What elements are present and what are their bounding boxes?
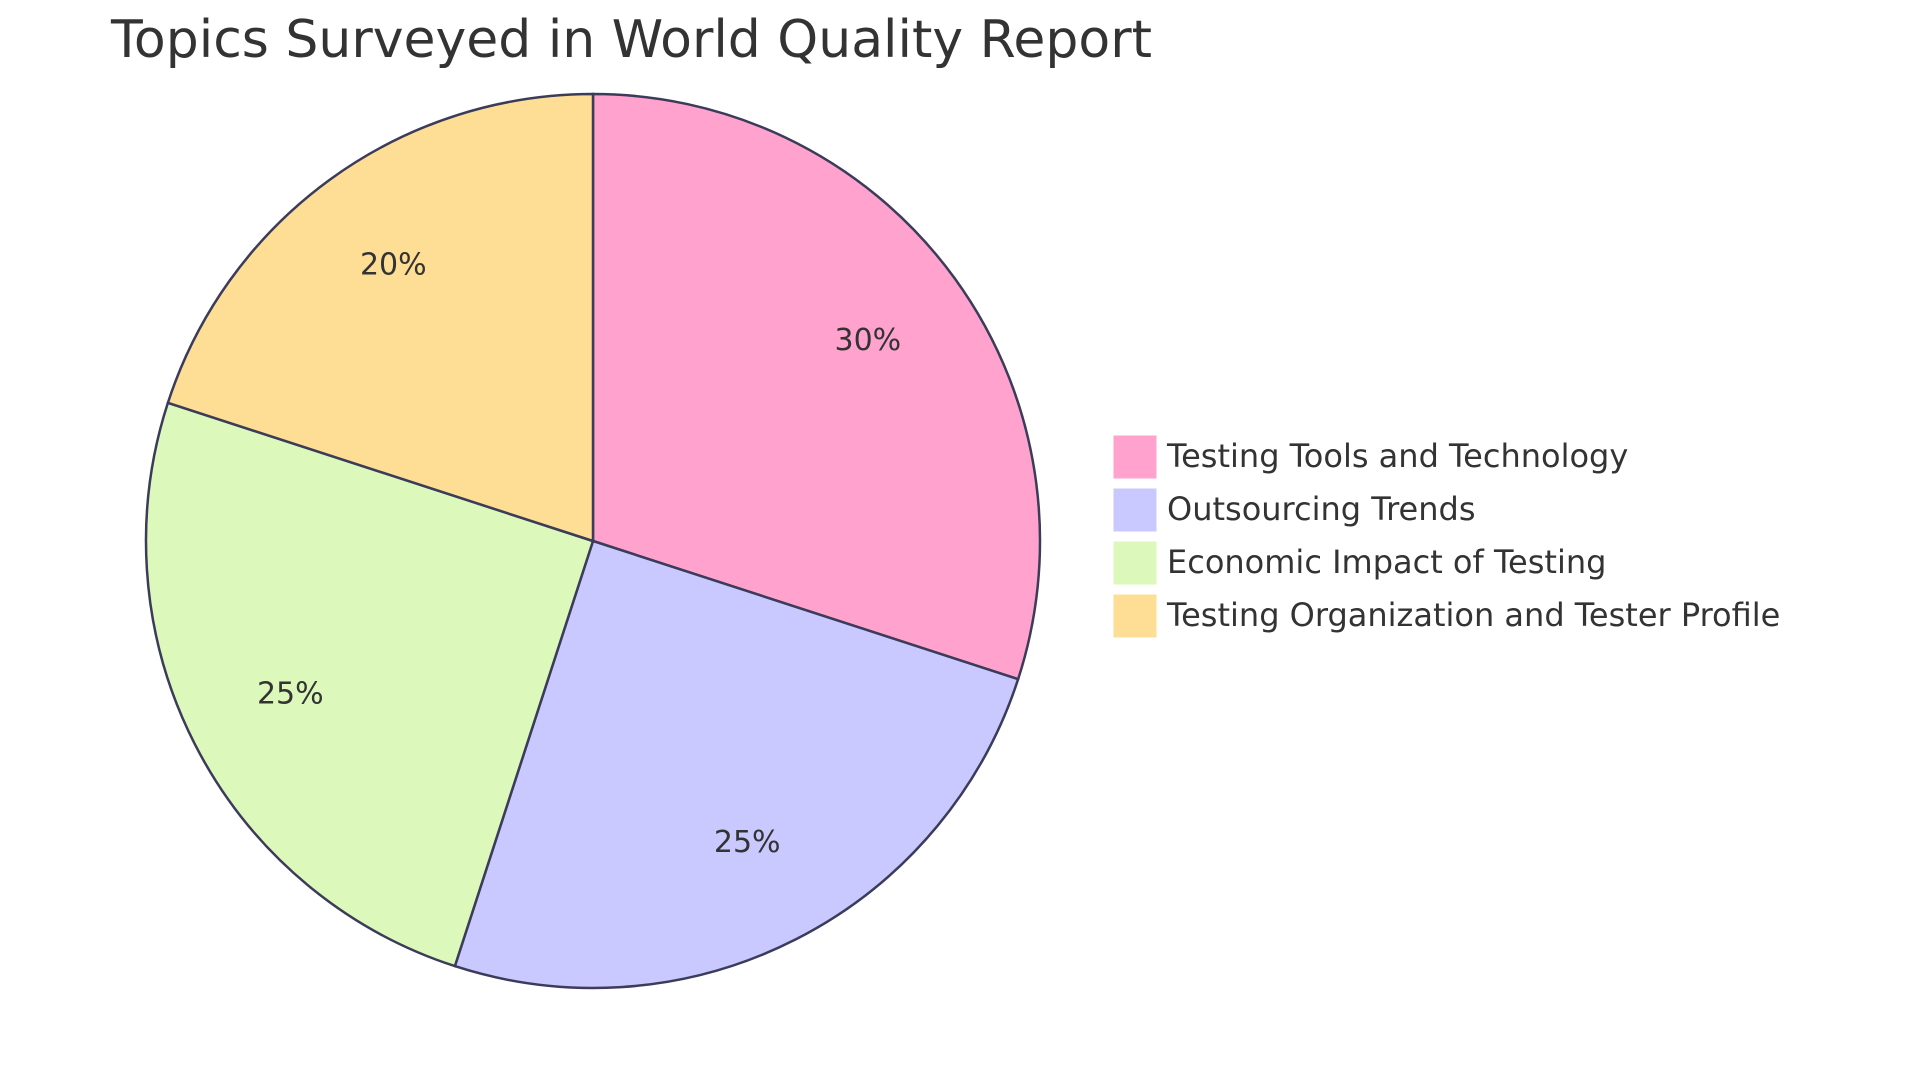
legend-swatch [1112,593,1158,639]
legend-swatch [1112,434,1158,480]
legend-label: Testing Organization and Tester Profile [1166,596,1780,634]
slice-label: 25% [714,825,781,860]
pie-slice [144,401,595,968]
legend-swatch [1112,487,1158,533]
pie-slice [166,92,595,543]
legend-label: Testing Tools and Technology [1166,437,1628,475]
slice-label: 20% [360,248,427,283]
chart-title: Topics Surveyed in World Quality Report [110,10,1152,70]
legend-label: Economic Impact of Testing [1167,543,1606,581]
pie-slice [453,539,1020,990]
legend-swatch [1112,540,1158,586]
slice-label: 30% [834,323,901,358]
legend-label: Outsourcing Trends [1167,490,1476,528]
slice-label: 25% [257,677,324,712]
pie-slice [591,92,1042,681]
